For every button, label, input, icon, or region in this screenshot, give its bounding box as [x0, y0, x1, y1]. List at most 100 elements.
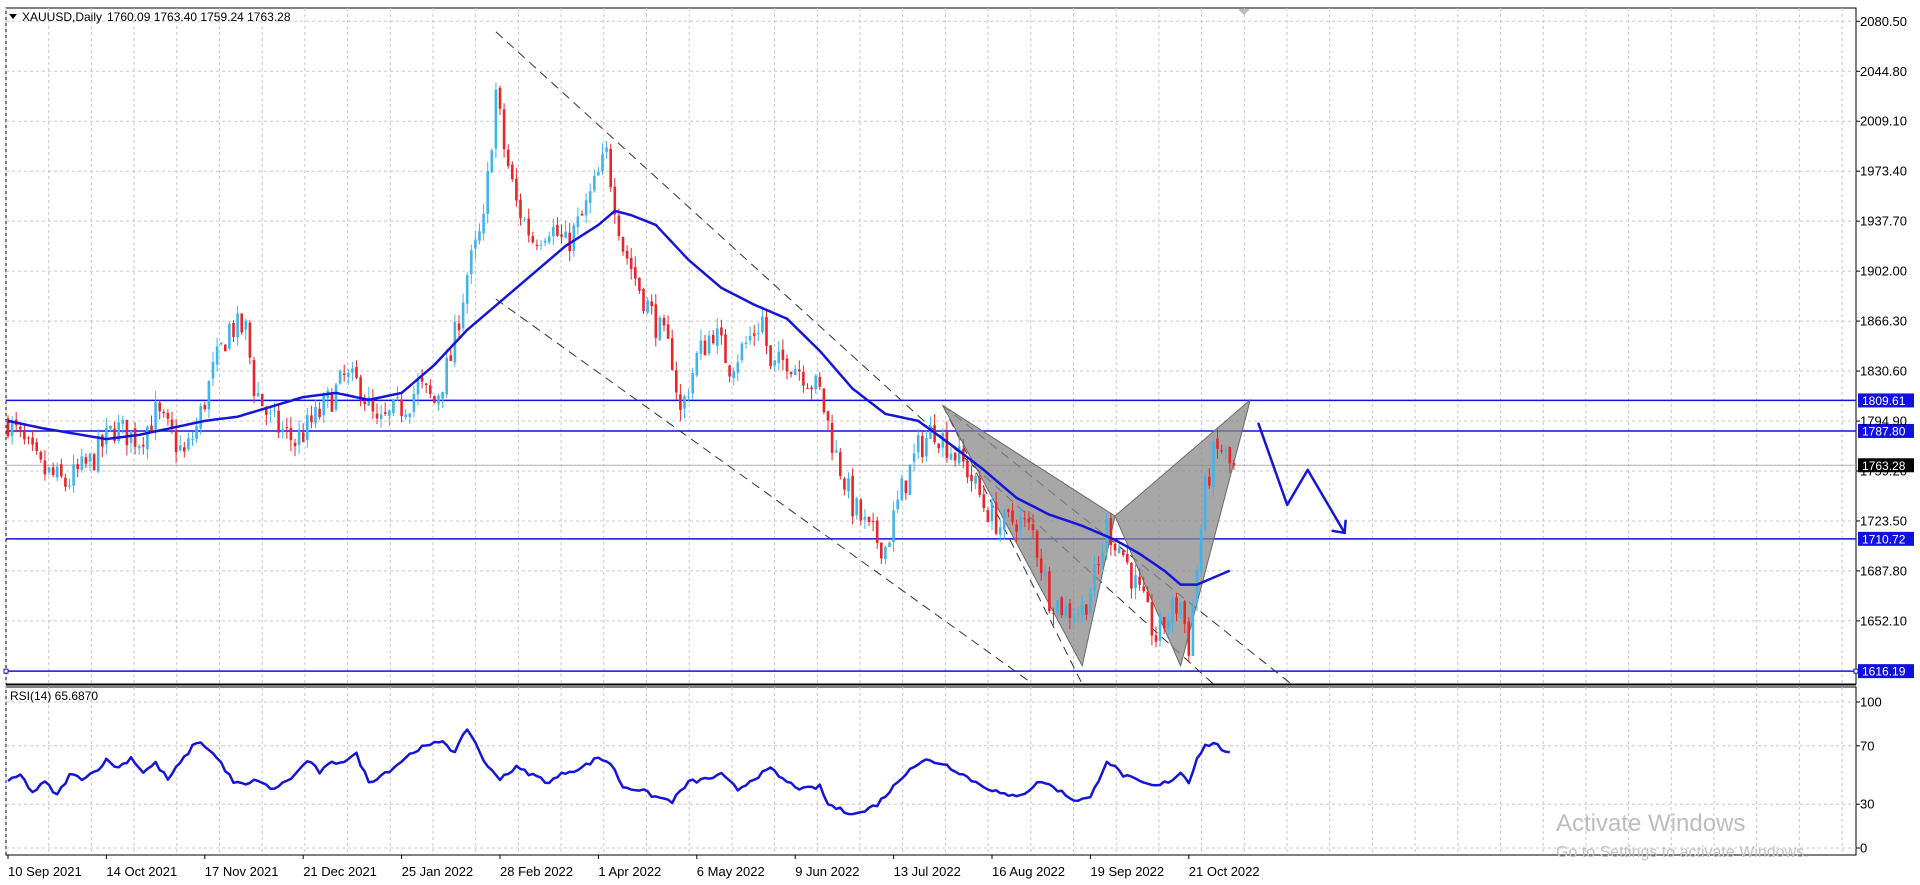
price-tick-label: 1866.30: [1860, 314, 1907, 329]
candle-body: [306, 415, 309, 440]
candle-body: [207, 380, 211, 410]
candle-body: [441, 391, 444, 399]
candle-body: [330, 392, 334, 412]
candle-body: [232, 322, 235, 337]
time-tick-label: 14 Oct 2021: [106, 864, 177, 879]
channel-line[interactable]: [495, 298, 1034, 685]
candle-body: [888, 542, 891, 547]
candle-body: [970, 474, 973, 482]
candle-body: [629, 257, 633, 270]
candle-body: [248, 322, 252, 358]
candle-body: [1023, 518, 1027, 520]
candle-body: [953, 452, 957, 461]
time-tick-label: 9 Jun 2022: [795, 864, 859, 879]
channel-line[interactable]: [942, 405, 1083, 685]
candle-body: [125, 419, 129, 446]
candle-body: [1031, 524, 1035, 531]
arrow-head-icon[interactable]: [1331, 519, 1347, 535]
candle-body: [740, 343, 744, 361]
candle-body: [925, 437, 928, 457]
candle-body: [830, 422, 834, 453]
level-anchor-right[interactable]: [1853, 668, 1859, 674]
candle-body: [137, 446, 141, 449]
candle-body: [1109, 518, 1113, 546]
rsi-panel[interactable]: [5, 686, 1857, 856]
candle-body: [388, 410, 391, 416]
candle-body: [301, 432, 305, 442]
forecast-path[interactable]: [1257, 422, 1346, 535]
channel-line[interactable]: [495, 31, 1214, 685]
time-tick-label: 13 Jul 2022: [894, 864, 961, 879]
candle-body: [445, 357, 448, 395]
candle-body: [318, 408, 321, 418]
forecast-arrow[interactable]: [1257, 422, 1347, 535]
price-level-label: 1616.19: [1862, 665, 1906, 679]
candle-body: [133, 428, 137, 447]
candle-body: [617, 215, 621, 236]
candle-body: [699, 340, 703, 354]
candle-body: [966, 460, 969, 478]
candle-body: [474, 239, 477, 249]
price-level-tag[interactable]: [1858, 531, 1914, 546]
candle-body: [1068, 603, 1072, 619]
trend-channel-lines[interactable]: [495, 31, 1292, 685]
candle-body: [342, 373, 346, 375]
current-price-tag[interactable]: [1858, 458, 1914, 473]
candle-body: [146, 426, 149, 450]
candle-body: [941, 433, 945, 448]
level-anchor-left[interactable]: [3, 668, 9, 674]
main-chart-panel[interactable]: [5, 7, 1857, 685]
candle-body: [675, 370, 678, 393]
candle-body: [560, 234, 563, 237]
candle-body: [240, 313, 243, 333]
candle-body: [400, 399, 403, 417]
candle-body: [707, 335, 711, 354]
candle-body: [1171, 597, 1174, 624]
price-tick-label: 1652.10: [1860, 613, 1907, 628]
candle-body: [765, 316, 768, 346]
candle-body: [228, 323, 231, 349]
time-axis[interactable]: 10 Sep 2021 14 Oct 2021 17 Nov 2021 21 Dec …: [7, 855, 1260, 879]
candle-body: [109, 425, 112, 429]
candle-body: [1035, 530, 1039, 558]
candle-body: [166, 412, 170, 419]
candle-body: [1130, 562, 1133, 589]
candle-body: [1195, 569, 1199, 603]
candle-body: [256, 392, 260, 397]
candle-body: [871, 521, 875, 523]
price-level-tag[interactable]: [1858, 393, 1914, 408]
symbol-menu-triangle-icon[interactable]: [9, 14, 17, 19]
candle-body: [1007, 509, 1010, 512]
candle-body: [855, 498, 858, 516]
candle-body: [949, 453, 953, 460]
candle-body: [80, 456, 84, 470]
candle-body: [580, 213, 584, 216]
candle-body: [945, 431, 949, 458]
candle-body: [511, 164, 514, 180]
candle-body: [1134, 574, 1137, 589]
candle-body: [658, 317, 662, 341]
candle-body: [662, 317, 666, 326]
candle-body: [355, 367, 358, 378]
candle-body: [957, 446, 961, 464]
candle-body: [371, 397, 375, 412]
candle-body: [884, 547, 887, 559]
candle-body: [1089, 593, 1092, 614]
candle-body: [375, 413, 379, 419]
candle-body: [1126, 554, 1129, 563]
candle-body: [162, 411, 166, 414]
price-level-tag[interactable]: [1858, 423, 1914, 438]
candle-body: [490, 150, 494, 173]
candle-body: [260, 393, 264, 407]
candle-body: [35, 442, 38, 452]
price-tick-label: 1902.00: [1860, 264, 1907, 279]
horizontal-levels[interactable]: [3, 399, 1859, 674]
price-axis[interactable]: 1809.61 1787.80 1710.72 1616.19 2080.50 2044.…: [1856, 14, 1914, 679]
candle-body: [424, 383, 428, 385]
candle-body: [1203, 476, 1207, 530]
candle-body: [502, 109, 506, 150]
price-level-tag[interactable]: [1858, 664, 1914, 679]
candle-body: [593, 175, 596, 191]
shift-marker-icon[interactable]: [1238, 9, 1250, 15]
